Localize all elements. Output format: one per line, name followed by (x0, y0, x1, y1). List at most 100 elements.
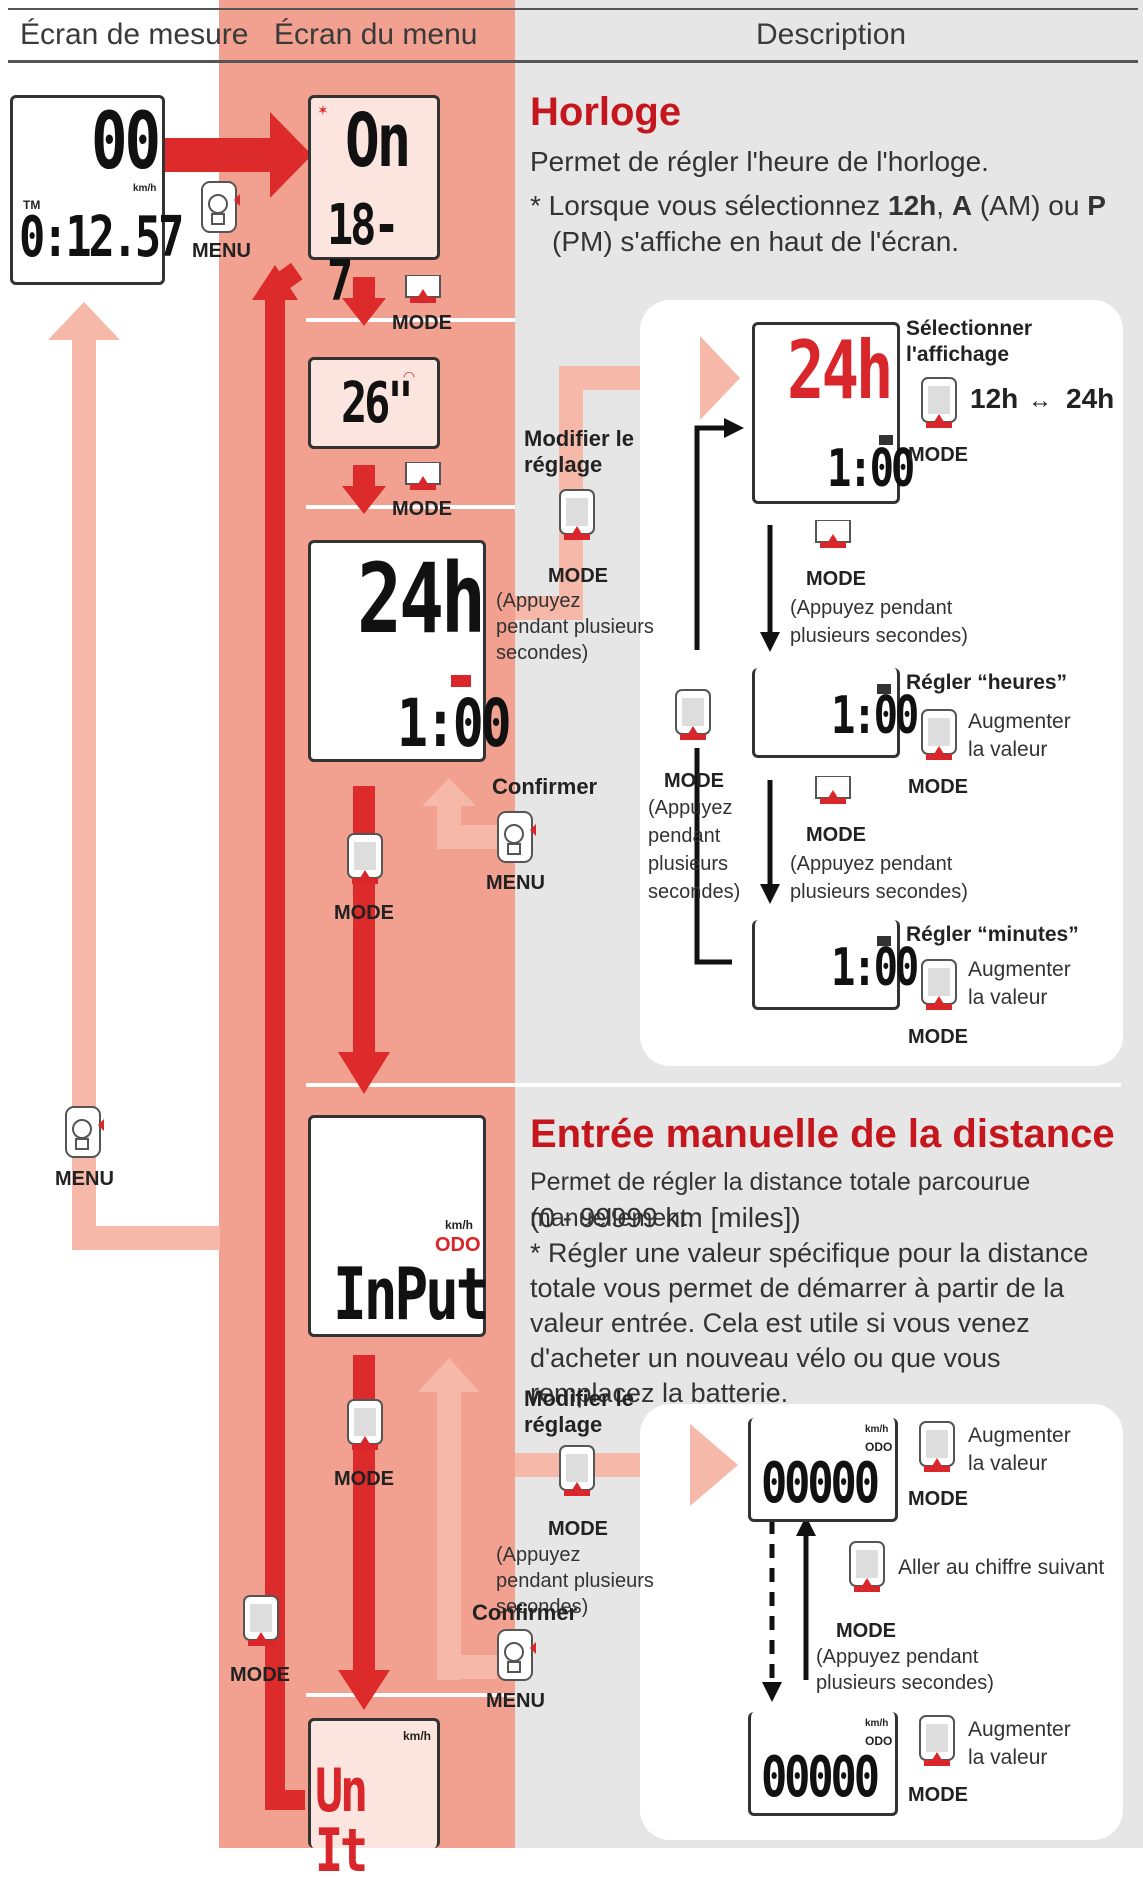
clock-menu-bottom: 18- 7 (327, 193, 400, 314)
next-digit-hold: (Appuyez pendant plusieurs secondes) (816, 1646, 994, 1694)
mode-label-3: MODE (334, 902, 394, 924)
unit-unit: km/h (403, 1729, 432, 1743)
distance-note: * Régler une valeur spécifique pour la d… (530, 1238, 1089, 1408)
horloge-note-end: (PM) s'affiche en haut de l'écran. (552, 226, 960, 257)
clock-menu-top: On (345, 98, 411, 184)
distance-screen-1: km/h ODO 00000 (748, 1418, 898, 1522)
distance-modify-mode-icon[interactable] (558, 1444, 595, 1502)
distance2-mode-label: MODE (908, 1784, 968, 1806)
select-mode-icon[interactable] (920, 376, 957, 434)
loop-mode-label: MODE (664, 770, 724, 792)
set-hours-label: Régler “heures” (906, 671, 1068, 694)
minutes-mode-label: MODE (908, 1026, 968, 1048)
clock-select-screen: 24h 1:00 (752, 322, 915, 504)
mode-button-icon-left[interactable] (242, 1594, 279, 1652)
menu-label-left: MENU (55, 1168, 114, 1190)
hours-screen: 1:00 (752, 668, 919, 758)
menu-divider-2 (306, 505, 515, 509)
input-menu-screen: km/h ODO InPut (308, 1115, 490, 1337)
hours-transition-mode-icon[interactable] (814, 519, 851, 554)
horloge-note-p: P (1087, 190, 1106, 221)
distance2-odo: ODO (865, 1734, 893, 1748)
toggle-12h: 12h (970, 383, 1019, 414)
next-digit-mode-label: MODE (836, 1620, 896, 1642)
clock-select-icon (879, 435, 893, 445)
loop-hold-label: (Appuyez pendant plusieurs secondes) (648, 797, 741, 903)
set-minutes-label: Régler “minutes” (906, 923, 1079, 946)
minutes-transition-mode-label: MODE (806, 824, 866, 846)
hours-value: 1:00 (831, 686, 919, 746)
clock-confirm-menu-label: MENU (486, 872, 545, 894)
speed-value: 00 (91, 97, 161, 187)
menu-divider-1 (306, 318, 515, 322)
menu-button-icon-left[interactable] (64, 1105, 104, 1163)
distance-title: Entrée manuelle de la distance (530, 1112, 1115, 1156)
header-description: Description (756, 18, 907, 51)
distance1-odo: ODO (865, 1440, 893, 1454)
clock-modify-hold: (Appuyez pendant plusieurs secondes) (496, 590, 654, 664)
header-menu-screen: Écran du menu (274, 18, 478, 51)
distance1-mode-icon[interactable] (918, 1420, 955, 1478)
distance2-mode-icon[interactable] (918, 1714, 955, 1772)
loop-mode-icon[interactable] (674, 688, 711, 746)
wheel-icon: ◠ (403, 368, 416, 384)
clock-modify-label: Modifier le réglage (524, 426, 635, 477)
trip-time: 0:12.57 (19, 205, 184, 270)
minutes-screen: 1:00 (752, 920, 919, 1010)
clock-menu-screen: ✶ On 18- 7 (308, 95, 440, 310)
clock-select-bottom: 1:00 (827, 439, 915, 499)
header-rule-bottom (8, 60, 1138, 63)
distance-confirm-label: Confirmer (472, 1600, 578, 1625)
panel-arrows (690, 336, 816, 1702)
mode-button-icon-2[interactable] (404, 461, 441, 496)
clockset-menu-screen: 24h 1:00 (308, 540, 512, 762)
horloge-title: Horloge (530, 90, 682, 134)
mode-label-4: MODE (334, 1468, 394, 1490)
input-unit: km/h (445, 1218, 474, 1232)
distance2-unit: km/h (865, 1718, 889, 1729)
distance-confirm-menu-icon[interactable] (496, 1628, 536, 1686)
horloge-note: * Lorsque vous sélectionnez 12h, A (AM) … (530, 188, 1120, 260)
next-digit-label: Aller au chiffre suivant (898, 1556, 1105, 1579)
distance-modify-hold: (Appuyez pendant plusieurs secondes) (496, 1544, 654, 1618)
minutes-transition-hold-a: (Appuyez pendant (790, 853, 953, 875)
horloge-note-mid1: , (936, 190, 952, 221)
mode-button-icon-1[interactable] (404, 274, 441, 309)
menu-divider-3 (306, 1693, 515, 1697)
hours-increase-label: Augmenter la valeur (968, 710, 1071, 761)
distance1-increase-label: Augmenter la valeur (968, 1424, 1071, 1475)
mode-label-left: MODE (230, 1664, 290, 1686)
distance-line2: (0 - 99999 km [miles]) (530, 1202, 801, 1233)
minutes-transition-mode-icon[interactable] (814, 775, 851, 810)
select-mode-label: MODE (908, 444, 968, 466)
distance1-mode-label: MODE (908, 1488, 968, 1510)
select-display-label: Sélectionner l'affichage (906, 317, 1033, 366)
section-divider (306, 1083, 1121, 1087)
toggle-arrow: ↔ (1028, 387, 1052, 414)
speed-unit: km/h (133, 183, 157, 194)
minutes-mode-icon[interactable] (920, 958, 957, 1016)
unit-value: Un It (315, 1756, 368, 1886)
clock-modify-mode-icon[interactable] (558, 488, 595, 546)
menu-button-icon[interactable] (200, 180, 240, 238)
hours-mode-icon[interactable] (920, 708, 957, 766)
next-digit-mode-icon[interactable] (848, 1540, 885, 1598)
mode-button-icon-4[interactable] (346, 1398, 383, 1456)
minutes-transition-hold-b: plusieurs secondes) (790, 881, 968, 903)
clockset-top: 24h (357, 543, 486, 655)
mode-button-icon-3[interactable] (346, 832, 383, 890)
clock-select-top: 24h (787, 324, 893, 417)
hours-icon (877, 684, 891, 694)
unit-menu-screen: km/h Un It (308, 1718, 440, 1881)
header-measure-screen: Écran de mesure (20, 18, 249, 51)
mode-label-1: MODE (392, 312, 452, 334)
menu-label-top: MENU (192, 240, 251, 262)
distance2-value: 00000 (761, 1745, 880, 1810)
clock-modify-mode-label: MODE (548, 565, 608, 587)
distance1-value: 00000 (761, 1451, 880, 1516)
horloge-note-a: A (951, 190, 973, 221)
clockset-bottom: 1:00 (397, 685, 512, 762)
minutes-icon (877, 936, 891, 946)
mode-label-2: MODE (392, 498, 452, 520)
clock-confirm-menu-icon[interactable] (496, 810, 536, 868)
